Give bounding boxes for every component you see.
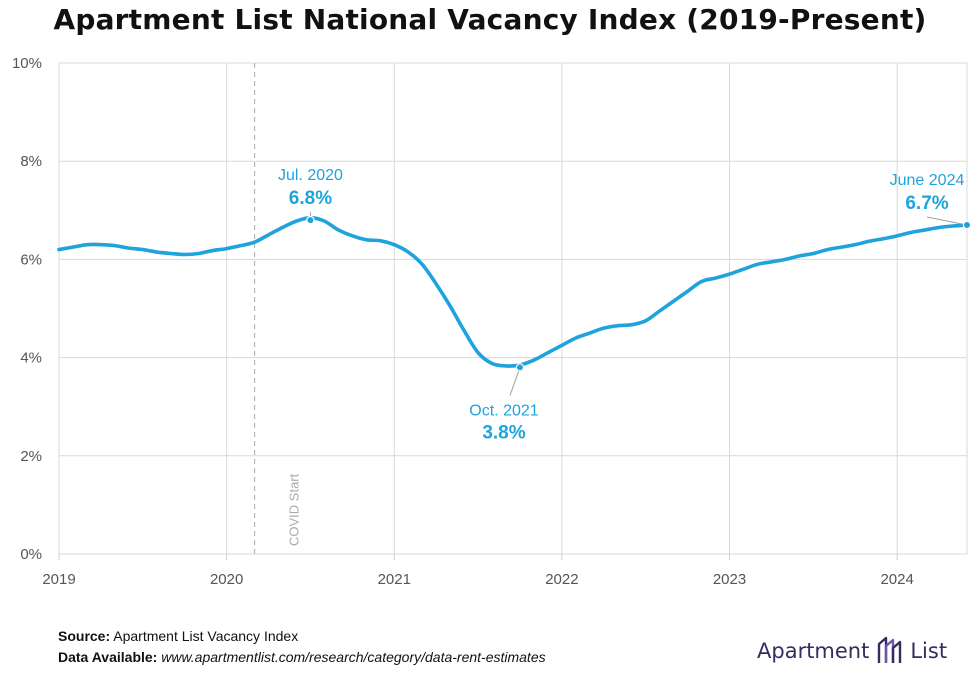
source-text: Apartment List Vacancy Index (113, 628, 299, 644)
x-tick-label: 2021 (378, 571, 411, 588)
annotation-point (962, 220, 972, 230)
covid-start-label: COVID Start (287, 473, 302, 546)
source-line: Source: Apartment List Vacancy Index (58, 626, 546, 647)
annotation-point (306, 215, 315, 225)
x-tick-label: 2023 (713, 571, 746, 588)
covid-reference-line: COVID Start (253, 63, 302, 554)
y-tick-label: 6% (20, 251, 42, 268)
annotation-value: 3.8% (482, 422, 525, 443)
annotation-point (515, 363, 525, 372)
data-available-url[interactable]: www.apartmentlist.com/research/category/… (161, 649, 546, 665)
y-tick-label: 10% (12, 55, 42, 72)
chart-footer: Source: Apartment List Vacancy Index Dat… (58, 626, 546, 668)
apartment-list-logo-icon (878, 636, 902, 663)
x-tick-label: 2019 (42, 571, 75, 588)
annotation-leader (926, 216, 968, 226)
grid-lines (58, 62, 968, 560)
y-axis-ticks: 0% 2% 4% 6% 8% 10% (12, 55, 42, 563)
y-tick-label: 2% (20, 448, 42, 465)
y-tick-label: 4% (20, 350, 42, 367)
annotation-value: 6.8% (289, 188, 332, 209)
annotation-date: Oct. 2021 (469, 402, 538, 419)
annotation-date: Jul. 2020 (278, 167, 343, 184)
x-tick-label: 2022 (545, 571, 578, 588)
apartment-list-logo: Apartment List (757, 634, 947, 668)
x-axis-ticks: 2019 2020 2021 2022 2023 2024 (42, 571, 914, 588)
x-tick-label: 2024 (880, 571, 913, 588)
logo-word-list: List (910, 639, 948, 663)
series-layer (57, 215, 969, 368)
vacancy-index-line (57, 215, 969, 368)
plot-frame (58, 62, 968, 555)
annotation-value: 6.7% (905, 193, 948, 214)
line-chart: 0% 2% 4% 6% 8% 10% 2019 2020 2021 2022 2023 2024 C… (12, 55, 972, 588)
data-available-line: Data Available: www.apartmentlist.com/re… (58, 647, 546, 668)
annotation-date: June 2024 (890, 172, 965, 189)
data-available-label: Data Available: (58, 649, 158, 665)
annotations-layer: 6.8% Jul. 2020 Oct. 2021 3.8% 6.7% June 2024 (278, 167, 972, 443)
annotation-leader (509, 367, 521, 396)
chart-title: Apartment List National Vacancy Index (2… (53, 3, 927, 36)
logo-word-apartment: Apartment (757, 639, 870, 663)
y-tick-label: 8% (20, 153, 42, 170)
y-tick-label: 0% (20, 546, 42, 563)
x-tick-label: 2020 (210, 571, 243, 588)
source-label: Source: (58, 628, 111, 644)
